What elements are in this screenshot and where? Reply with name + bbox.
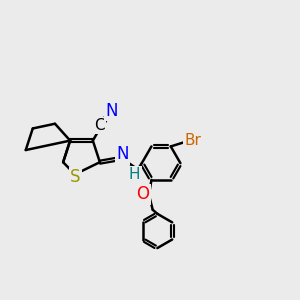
Text: H: H (129, 167, 140, 182)
Text: O: O (136, 185, 149, 203)
Text: N: N (117, 145, 129, 163)
Text: S: S (70, 168, 81, 186)
Text: Br: Br (184, 133, 201, 148)
Text: C: C (94, 118, 104, 133)
Text: N: N (105, 102, 118, 120)
